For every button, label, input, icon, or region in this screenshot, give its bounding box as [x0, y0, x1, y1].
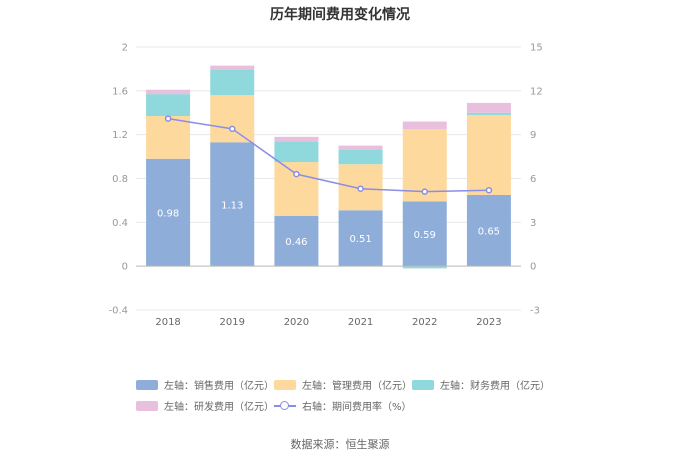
- bar-segment: [210, 95, 255, 143]
- expense-ratio-point: [357, 185, 364, 192]
- bar-segment: [274, 162, 319, 216]
- right-axis-tick-label: 0: [530, 262, 536, 273]
- bar-segment: [402, 201, 447, 267]
- legend-label-admin: 左轴：管理费用（亿元）: [302, 381, 412, 392]
- expense-ratio-line: [167, 117, 489, 193]
- right-axis-tick-label: 9: [530, 130, 536, 141]
- legend-swatch-finance: [412, 379, 434, 390]
- expense-ratio-point: [421, 188, 428, 195]
- bar-segment: [466, 112, 511, 115]
- left-axis-tick-label: 0.8: [112, 174, 128, 185]
- x-axis-tick-label: 2021: [348, 317, 373, 328]
- right-axis-tick-label: 12: [530, 86, 543, 97]
- right-axis-tick-label: 6: [530, 174, 536, 185]
- legend-label-expense-ratio: 右轴：期间费用率（%）: [302, 402, 412, 413]
- right-axis-tick-label: 3: [530, 218, 536, 229]
- bar-segment: [466, 102, 511, 113]
- legend-item-finance[interactable]: 左轴：财务费用（亿元）: [412, 377, 550, 392]
- legend-label-rd: 左轴：研发费用（亿元）: [164, 402, 274, 413]
- x-axis-tick-label: 2020: [284, 317, 309, 328]
- left-axis-tick-label: 0.4: [112, 218, 128, 229]
- bar-segment: [402, 121, 447, 130]
- left-axis-tick-label: -0.4: [108, 306, 128, 317]
- bar-segment: [338, 210, 383, 267]
- bar-segment: [210, 70, 255, 96]
- legend-swatch-admin: [274, 379, 296, 390]
- bar-segment: [210, 65, 255, 71]
- legend-item-admin[interactable]: 左轴：管理费用（亿元）: [274, 377, 412, 392]
- legend-item-expense-ratio[interactable]: 右轴：期间费用率（%）: [274, 398, 412, 413]
- data-label: 0.46: [285, 237, 307, 248]
- left-axis-tick-label: 1.6: [112, 86, 128, 97]
- data-label: 0.98: [157, 208, 179, 219]
- bar-segment: [338, 145, 383, 151]
- bar-segment: [146, 158, 191, 267]
- x-axis-tick-label: 2022: [412, 317, 437, 328]
- bar-segment: [146, 94, 191, 117]
- x-axis-tick-label: 2023: [476, 317, 501, 328]
- expense-ratio-point: [229, 125, 236, 133]
- bar-segment: [146, 116, 191, 159]
- left-axis-tick-label: 1.2: [112, 130, 128, 141]
- bar-segment: [210, 142, 255, 267]
- data-label: 0.51: [349, 234, 371, 245]
- legend-label-sales: 左轴：销售费用（亿元）: [164, 381, 274, 392]
- bar-segment: [402, 266, 447, 269]
- data-source: 数据来源：恒生聚源: [290, 438, 390, 451]
- chart-area: 2 15 1.6 12 1.2 9 0.8 6 0.4 3 0 0 -0.4 -3 2018 2019 2020…: [108, 43, 543, 329]
- right-axis-tick-label: 15: [530, 43, 543, 54]
- bar-segment: [146, 89, 191, 95]
- legend-swatch-expense-ratio: [274, 400, 296, 411]
- legend-item-sales[interactable]: 左轴：销售费用（亿元）: [136, 377, 274, 392]
- bar-segment: [466, 194, 511, 267]
- left-axis-tick-label: 0: [122, 262, 128, 273]
- legend-item-rd[interactable]: 左轴：研发费用（亿元）: [136, 398, 274, 413]
- right-axis-tick-label: -3: [530, 306, 540, 317]
- legend-swatch-rd: [136, 400, 158, 411]
- left-axis-tick-label: 2: [122, 43, 128, 54]
- data-label: 1.13: [221, 200, 243, 211]
- x-axis-tick-label: 2019: [220, 317, 245, 328]
- data-label: 0.59: [414, 230, 436, 241]
- legend-label-finance: 左轴：财务费用（亿元）: [440, 381, 550, 392]
- bar-segment: [466, 114, 511, 195]
- expense-ratio-point: [485, 186, 493, 194]
- bar-segment: [338, 150, 383, 165]
- data-label: 0.65: [478, 227, 500, 238]
- bar-segment: [274, 141, 319, 163]
- chart-title: 历年期间费用变化情况: [270, 7, 410, 23]
- bar-segment: [274, 215, 319, 267]
- x-axis-tick-label: 2018: [155, 317, 180, 328]
- legend-swatch-sales: [136, 379, 158, 390]
- bar-segment: [274, 136, 319, 142]
- expense-ratio-point: [293, 170, 300, 178]
- expense-ratio-point: [164, 115, 172, 122]
